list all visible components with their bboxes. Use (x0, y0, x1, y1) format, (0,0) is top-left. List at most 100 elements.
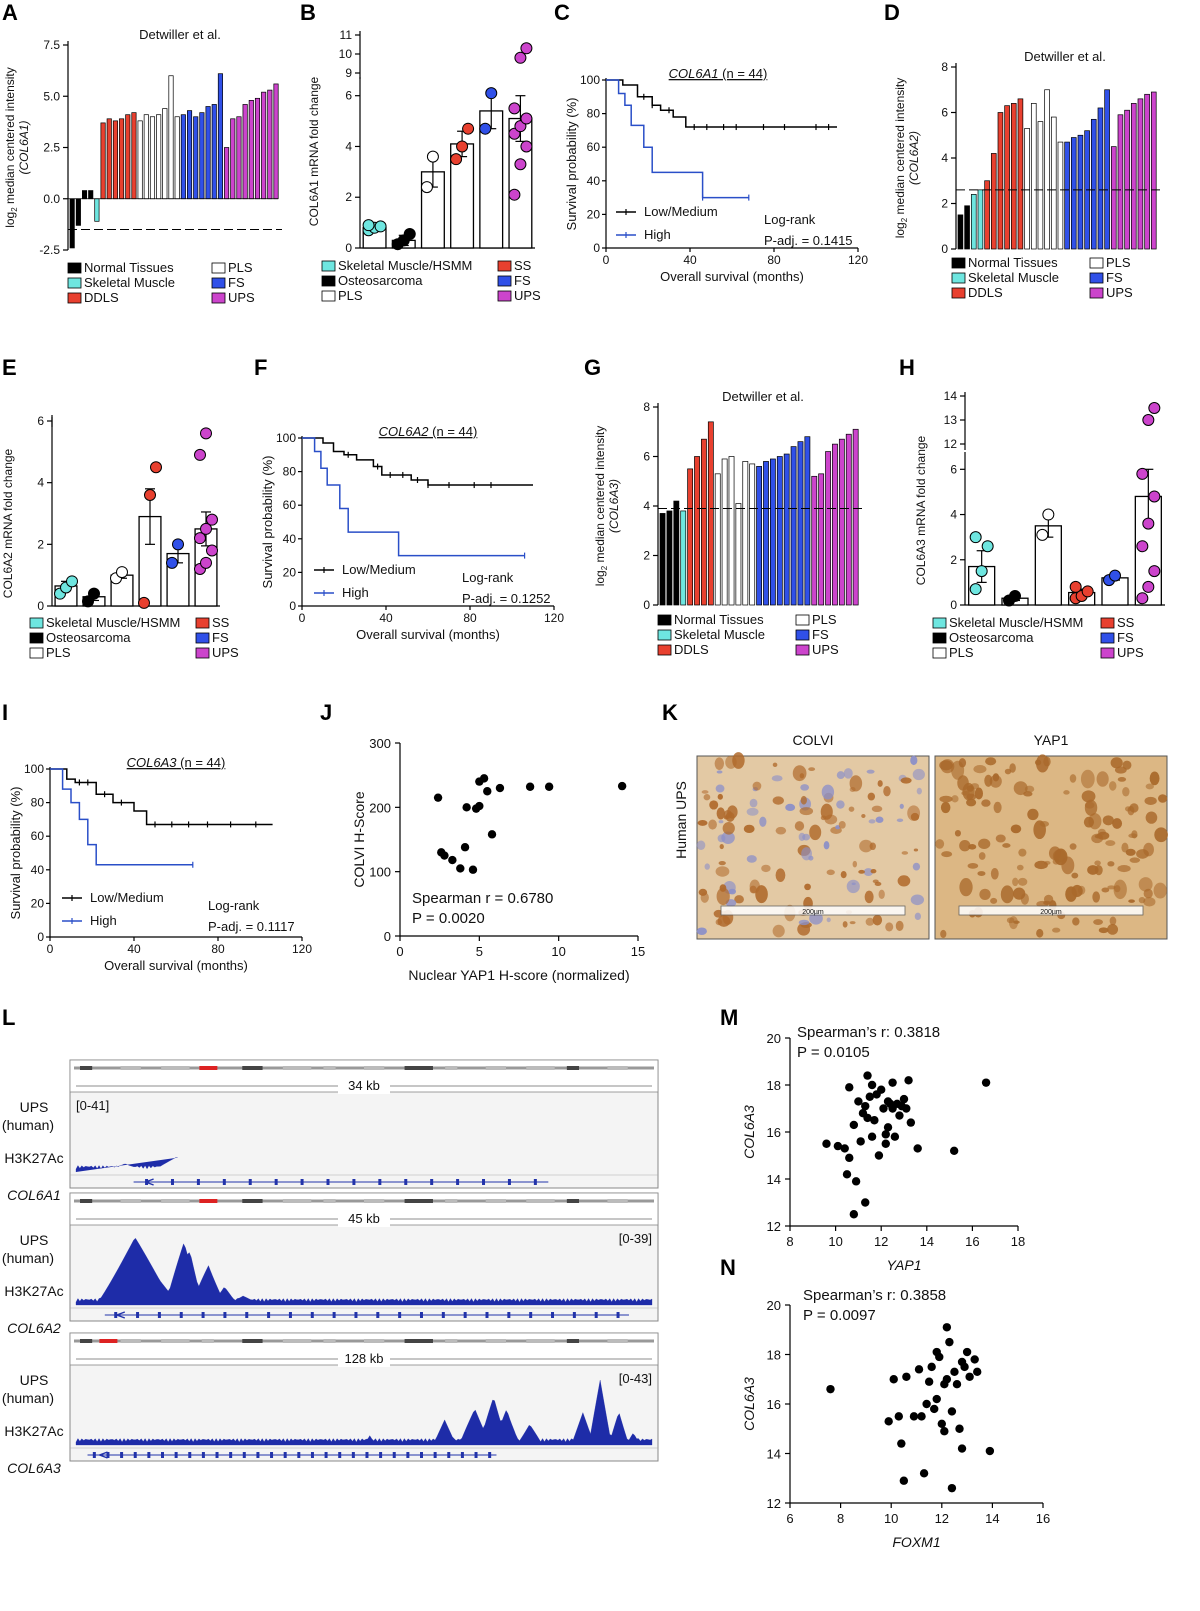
exon (106, 1452, 110, 1458)
ihc-cell (1145, 783, 1154, 790)
ihc-cell (959, 878, 973, 897)
chromosome-segment (120, 1199, 141, 1203)
panel-label-g: G (584, 355, 602, 380)
sample-label: UPS (20, 1099, 49, 1115)
bar (707, 421, 714, 606)
exon (430, 1179, 434, 1185)
scatter-point (842, 1170, 852, 1179)
scatter-point (897, 1439, 906, 1448)
exon (215, 1452, 219, 1458)
chromosome-segment (566, 1066, 580, 1070)
ihc-cell (940, 759, 955, 774)
scatter-point (942, 1323, 952, 1332)
survival-curve-high (606, 79, 749, 199)
bar (701, 438, 707, 606)
scatter-point (861, 1198, 870, 1207)
scatter-point (960, 1362, 969, 1372)
ihc-cell (1087, 865, 1099, 875)
data-point (206, 513, 218, 526)
ihc-cell (859, 839, 873, 853)
ihc-cell (804, 883, 811, 891)
legend-swatch (195, 617, 210, 629)
chart-title: COL6A1 (n = 44) (669, 66, 768, 81)
exon (170, 1179, 174, 1185)
chart-d: 0 2 4 6 8 Detwiller et al. log2 median centere… (893, 49, 1160, 300)
strand-arrow (143, 1178, 154, 1186)
data-point (975, 565, 988, 578)
ihc-cell (696, 927, 707, 936)
bar (783, 453, 790, 606)
ihc-cell (800, 784, 810, 791)
chart-m: 12 14 16 18 20 8 10 12 14 16 18 YAP1 COL6A3 Spearman’… (741, 1024, 1025, 1270)
ihc-cell (870, 868, 877, 874)
data-point (172, 538, 184, 551)
ihc-cell (849, 921, 856, 925)
ihc-cell (717, 793, 723, 800)
h3k27ac-signal (75, 1157, 178, 1172)
ihc-cell (1039, 821, 1050, 827)
y-tick-label: 5.0 (43, 89, 60, 103)
bar (687, 468, 694, 606)
legend-label: DDLS (968, 285, 1003, 300)
data-point (450, 153, 463, 166)
scatter-point (468, 865, 478, 874)
chromosome-segment (566, 1199, 580, 1203)
legend-label: PLS (812, 612, 837, 627)
stat-pvalue: P = 0.0105 (797, 1044, 870, 1061)
data-point (514, 158, 527, 171)
exon (460, 1452, 464, 1458)
x-tick-label: 40 (127, 942, 141, 956)
bar (1130, 103, 1137, 250)
y-tick-label: 80 (283, 465, 297, 479)
legend-label: Skeletal Muscle (968, 270, 1059, 285)
chromosome-segment (323, 1199, 336, 1203)
bar (112, 120, 118, 200)
panel-f: F 0 20 40 60 80 100 0 40 80 120 Overall survival (… (250, 355, 580, 665)
scatter-point (962, 1347, 972, 1357)
scatter-point (870, 1116, 879, 1125)
ihc-cell (970, 783, 980, 790)
bar (1037, 121, 1044, 250)
data-point (981, 540, 994, 553)
bar (680, 510, 687, 606)
chart-h: 0 2 4 6 12 13 14 COL6A3 mRNA fold change Skeleta… (914, 389, 1165, 660)
exon (201, 1452, 205, 1458)
bar (957, 214, 964, 250)
scatter-point (460, 843, 470, 852)
x-tick-label: 12 (935, 1511, 949, 1526)
scatter-point (849, 1210, 859, 1219)
exon (378, 1179, 382, 1185)
ihc-cell (1083, 816, 1095, 828)
bar (217, 73, 223, 200)
row-label: Human UPS (673, 781, 689, 859)
legend-label: FS (514, 273, 531, 288)
ihc-cell (1128, 899, 1135, 903)
y-tick-label: 20 (767, 1298, 781, 1313)
ihc-cell (966, 798, 977, 807)
ihc-cell (1081, 790, 1096, 803)
scale-bar-label: 200µm (802, 909, 824, 916)
y-tick-label: 16 (767, 1397, 781, 1412)
scatter-point (952, 1380, 962, 1389)
legend-label: FS (228, 275, 245, 290)
ihc-cell (1071, 872, 1079, 879)
bar (659, 513, 666, 606)
data-range: [0-43] (619, 1371, 652, 1386)
y-tick-label: 80 (587, 107, 601, 121)
chromosome-segment (282, 1339, 312, 1343)
scatter-point (981, 1078, 991, 1087)
exon (274, 1179, 278, 1185)
ihc-cell (1012, 877, 1019, 887)
legend-label: UPS (514, 288, 541, 303)
chromosome-segment (161, 1199, 190, 1203)
exon (223, 1312, 227, 1318)
scatter-point (544, 782, 554, 791)
ihc-cell (979, 888, 991, 901)
scatter-point (932, 1394, 941, 1404)
bar (168, 75, 174, 200)
x-tick-label: 120 (848, 253, 868, 267)
chromosome-segment (161, 1066, 190, 1070)
ihc-cell (1034, 759, 1042, 766)
legend-label: UPS (228, 290, 255, 305)
bar (137, 120, 143, 200)
